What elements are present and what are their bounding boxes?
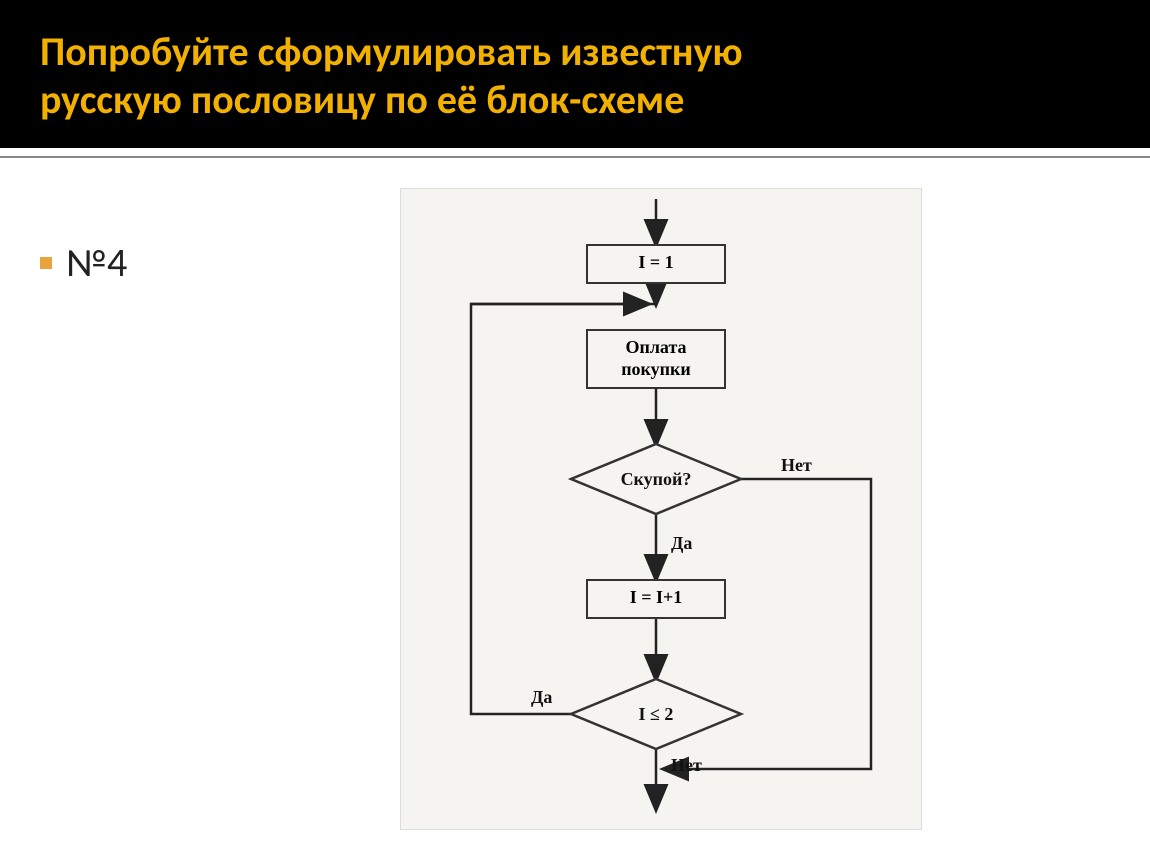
svg-text:Скупой?: Скупой?: [621, 469, 692, 489]
node-init: I = 1: [586, 244, 726, 284]
flowchart: Скупой? I ≤ 2 I = 1 Оплата покупки I = I+…: [400, 188, 922, 830]
bullet-text: №4: [66, 238, 127, 287]
bullet-marker-icon: [40, 257, 52, 269]
label-cond-no: Нет: [671, 755, 702, 776]
node-increment: I = I+1: [586, 579, 726, 619]
slide-title: Попробуйте сформулировать известную русс…: [40, 28, 1110, 124]
flowchart-svg: Скупой? I ≤ 2: [401, 189, 921, 829]
left-column: №4: [40, 188, 400, 830]
label-stingy-no: Нет: [781, 455, 812, 476]
label-stingy-yes: Да: [671, 533, 692, 554]
title-line-1: Попробуйте сформулировать известную: [40, 27, 743, 76]
slide-header: Попробуйте сформулировать известную русс…: [0, 0, 1150, 152]
label-cond-yes: Да: [531, 687, 552, 708]
svg-text:I ≤ 2: I ≤ 2: [639, 704, 674, 724]
node-pay: Оплата покупки: [586, 329, 726, 389]
bullet-item: №4: [40, 238, 400, 287]
title-line-2: русскую пословицу по её блок-схеме: [40, 75, 684, 124]
slide-body: №4 Скупой? I ≤ 2 I = 1 Оплата покупки I =…: [0, 158, 1150, 860]
